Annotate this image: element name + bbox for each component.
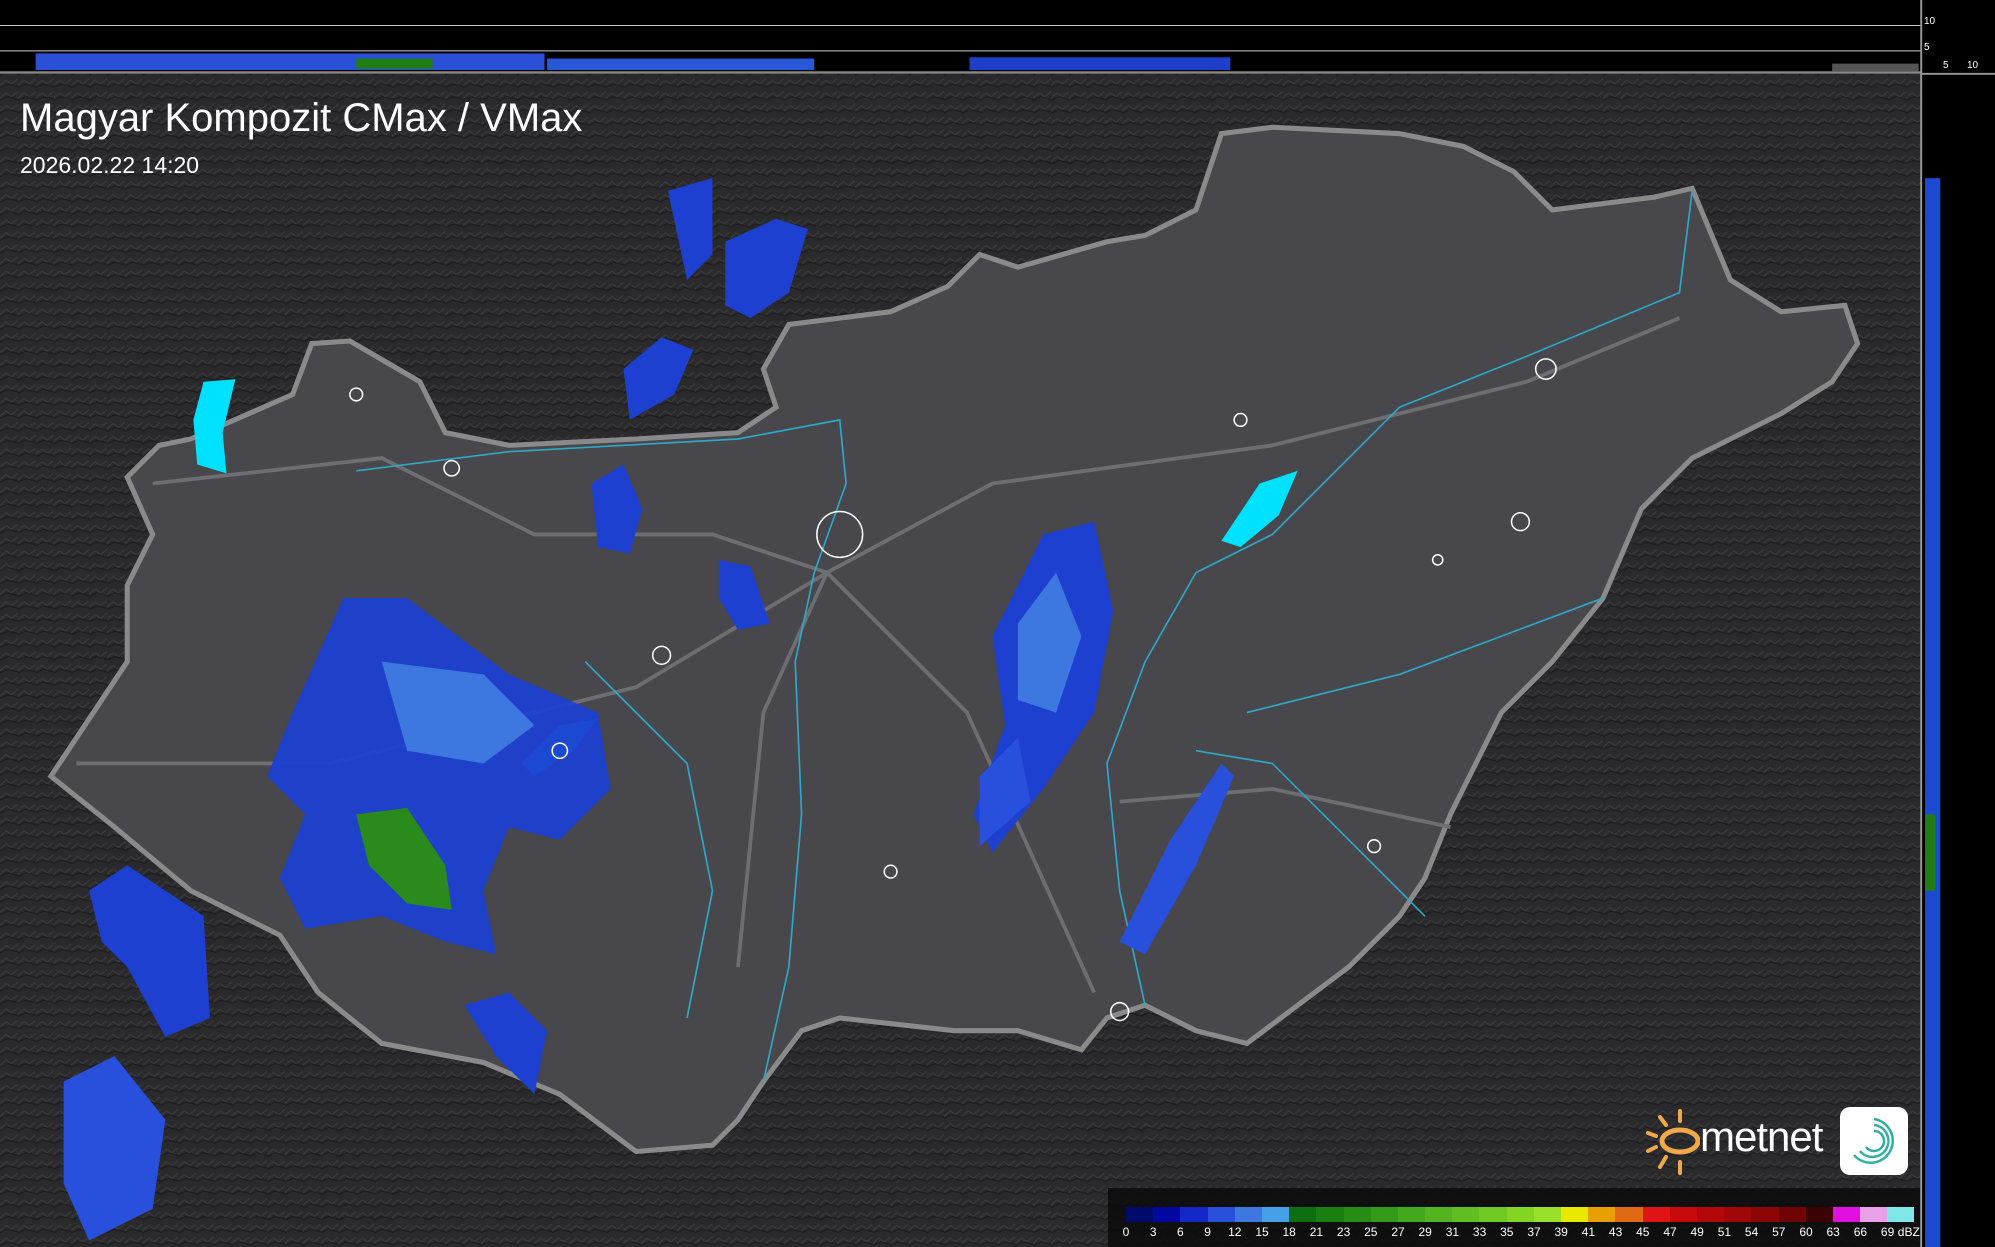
roads — [76, 316, 1681, 994]
legend-label: 15 — [1255, 1225, 1269, 1239]
top-profile-tick: 10 — [1924, 16, 1936, 27]
legend-color-cell — [1805, 1207, 1833, 1222]
legend-color-cell — [1289, 1207, 1317, 1222]
legend-color-cell — [1343, 1207, 1371, 1222]
legend-color-cell — [1153, 1207, 1181, 1222]
side-profile-tick: 5 — [1943, 60, 1949, 71]
legend-unit: dBZ — [1897, 1225, 1920, 1239]
legend-label: 51 — [1717, 1225, 1732, 1239]
swirl-icon — [1840, 1107, 1908, 1175]
legend-color-cell — [1452, 1207, 1480, 1222]
legend-color-cell — [1669, 1207, 1697, 1222]
legend-color-cell — [1479, 1207, 1507, 1222]
legend-label: 29 — [1418, 1225, 1432, 1239]
radar-echoes — [63, 178, 1235, 1241]
rivers — [356, 190, 1694, 1082]
legend-color-cell — [1506, 1207, 1534, 1222]
legend-color-cell — [1615, 1207, 1643, 1222]
legend-color-cell — [1724, 1207, 1752, 1222]
map-title: Magyar Kompozit CMax / VMax — [20, 96, 583, 140]
legend-label: 0 — [1122, 1225, 1130, 1239]
legend-color-cell — [1316, 1207, 1344, 1222]
sun-icon — [1646, 1109, 1701, 1175]
legend-color-cell — [1533, 1207, 1561, 1222]
logo-text: metnet — [1700, 1113, 1823, 1160]
legend-label: 25 — [1364, 1225, 1378, 1239]
legend-label: 37 — [1527, 1225, 1541, 1239]
legend-color-cell — [1425, 1207, 1453, 1222]
legend-color-cell — [1887, 1207, 1915, 1222]
legend-color-cell — [1397, 1207, 1426, 1222]
legend-label: 63 — [1826, 1225, 1840, 1239]
legend-color-cell — [1751, 1207, 1779, 1222]
legend-label: 3 — [1149, 1225, 1157, 1239]
map-timestamp: 2026.02.22 14:20 — [20, 152, 200, 178]
legend-label: 27 — [1391, 1225, 1405, 1239]
top-profile-echo — [35, 53, 545, 70]
legend-label: 54 — [1744, 1225, 1759, 1239]
legend-label: 23 — [1336, 1225, 1351, 1239]
legend-label: 33 — [1472, 1225, 1487, 1239]
legend-label: 41 — [1581, 1225, 1596, 1239]
legend-label: 69 — [1880, 1225, 1895, 1239]
legend-color-cell — [1207, 1207, 1235, 1222]
legend-label: 12 — [1228, 1225, 1242, 1239]
legend-label: 43 — [1608, 1225, 1623, 1239]
legend-label: 35 — [1500, 1225, 1514, 1239]
legend-label: 39 — [1554, 1225, 1568, 1239]
legend-color-cell — [1180, 1207, 1208, 1222]
side-profile-tick: 10 — [1967, 60, 1979, 71]
legend-label: 60 — [1799, 1225, 1813, 1239]
top-profile-tick: 5 — [1924, 42, 1930, 53]
legend-color-cell — [1860, 1207, 1888, 1222]
legend-color-cell — [1642, 1207, 1670, 1222]
legend-color-cell — [1261, 1207, 1290, 1222]
legend-label: 21 — [1309, 1225, 1324, 1239]
legend-label: 31 — [1445, 1225, 1460, 1239]
city-outlines — [349, 358, 1557, 1022]
legend-color-cell — [1588, 1207, 1616, 1222]
legend-label: 57 — [1772, 1225, 1786, 1239]
metnet-logo: metnet — [1640, 1105, 1910, 1177]
legend-color-cell — [1370, 1207, 1398, 1222]
legend-label: 9 — [1204, 1225, 1211, 1239]
legend-color-cell — [1778, 1207, 1806, 1222]
legend-label: 18 — [1282, 1225, 1296, 1239]
lake-tisza — [1221, 470, 1298, 548]
legend-label: 66 — [1853, 1225, 1868, 1239]
side-profile-echo — [1925, 178, 1941, 1247]
dbz-color-legend: 0 3 6 9 12 15 18 21 23 25 27 29 31 33 35 37 39 41 43 45 47 49… — [1108, 1188, 1920, 1247]
legend-color-cell — [1696, 1207, 1725, 1222]
legend-label: 47 — [1663, 1225, 1677, 1239]
legend-color-cell — [1234, 1207, 1262, 1222]
legend-color-cell — [1126, 1207, 1154, 1222]
legend-color-cell — [1561, 1207, 1589, 1222]
lake-neusiedl — [193, 379, 236, 474]
legend-label: 45 — [1636, 1225, 1650, 1239]
legend-label: 6 — [1177, 1225, 1184, 1239]
legend-label: 49 — [1690, 1225, 1704, 1239]
legend-color-cell — [1832, 1207, 1861, 1222]
